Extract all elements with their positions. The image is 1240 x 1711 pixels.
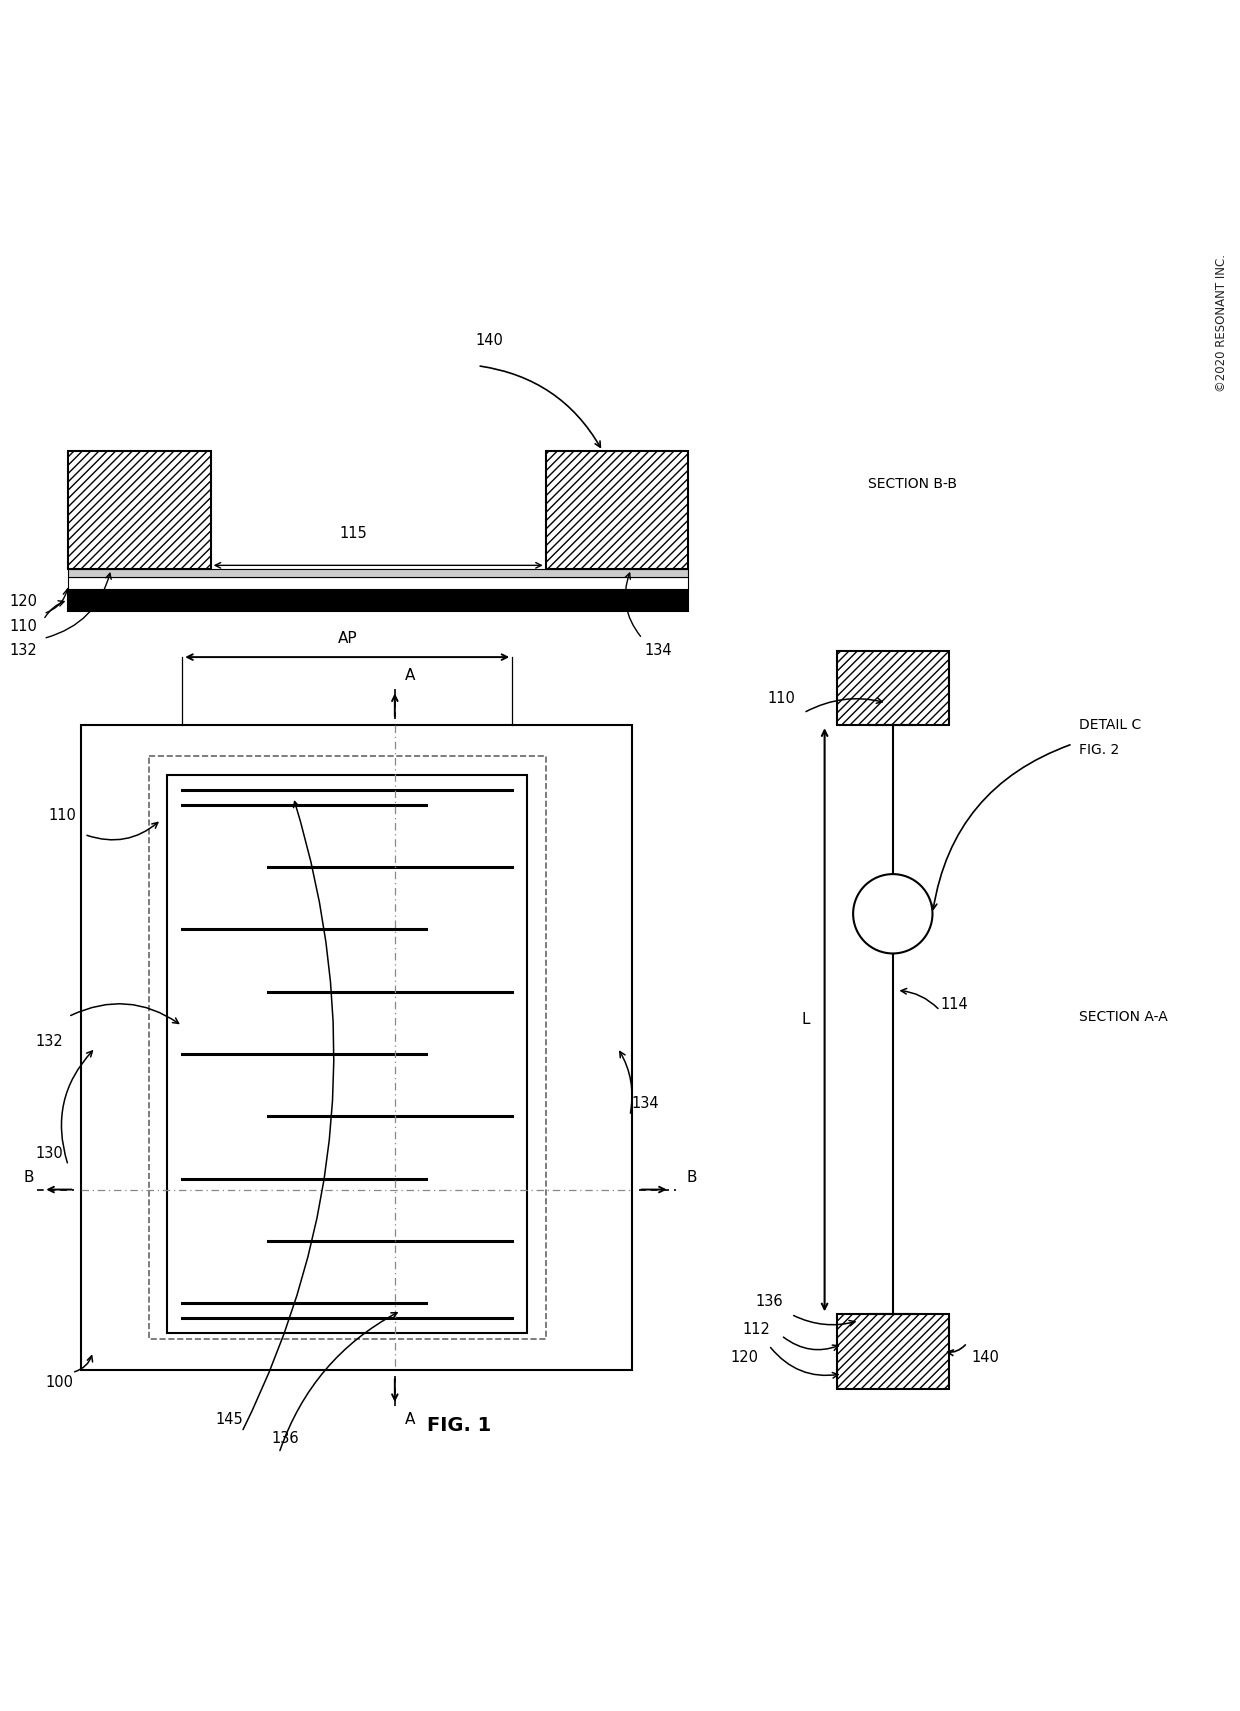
Text: 132: 132	[36, 1033, 63, 1049]
Text: 140: 140	[972, 1350, 999, 1365]
Text: FIG. 1: FIG. 1	[427, 1417, 491, 1436]
Bar	[68, 577, 688, 589]
Text: ©2020 RESONANT INC.: ©2020 RESONANT INC.	[1215, 255, 1228, 392]
Text: 112: 112	[743, 1321, 770, 1336]
Text: L: L	[802, 1013, 810, 1027]
Bar	[68, 589, 688, 611]
Text: A: A	[404, 669, 415, 683]
Bar	[81, 725, 632, 1371]
Text: 145: 145	[216, 1412, 243, 1427]
Bar	[68, 570, 688, 577]
Text: 140: 140	[476, 334, 503, 349]
Text: 114: 114	[941, 998, 968, 1011]
Circle shape	[853, 874, 932, 953]
Text: 130: 130	[36, 1146, 63, 1160]
Text: 120: 120	[9, 594, 37, 609]
Text: 110: 110	[10, 619, 37, 633]
Text: AP: AP	[337, 631, 357, 647]
Text: 134: 134	[631, 1097, 658, 1110]
Text: 132: 132	[10, 643, 37, 659]
Text: SECTION B-B: SECTION B-B	[868, 476, 957, 491]
Bar	[68, 452, 211, 570]
Text: B: B	[687, 1170, 697, 1184]
Text: FIG. 2: FIG. 2	[1079, 743, 1118, 756]
Bar	[167, 775, 527, 1333]
Text: B: B	[24, 1170, 33, 1184]
Text: 100: 100	[46, 1376, 73, 1389]
Text: 110: 110	[48, 808, 76, 823]
Text: A: A	[404, 1412, 415, 1427]
Bar	[837, 650, 949, 725]
Text: 136: 136	[272, 1430, 299, 1446]
Text: 120: 120	[730, 1350, 758, 1365]
Text: SECTION A-A: SECTION A-A	[1079, 1009, 1168, 1023]
Text: DETAIL C: DETAIL C	[1079, 719, 1141, 732]
Bar	[149, 756, 546, 1340]
Text: 110: 110	[768, 691, 795, 705]
Text: 115: 115	[340, 525, 367, 541]
Bar	[546, 452, 688, 570]
Text: 136: 136	[755, 1295, 782, 1309]
Text: 134: 134	[645, 643, 672, 659]
Bar	[837, 1314, 949, 1389]
